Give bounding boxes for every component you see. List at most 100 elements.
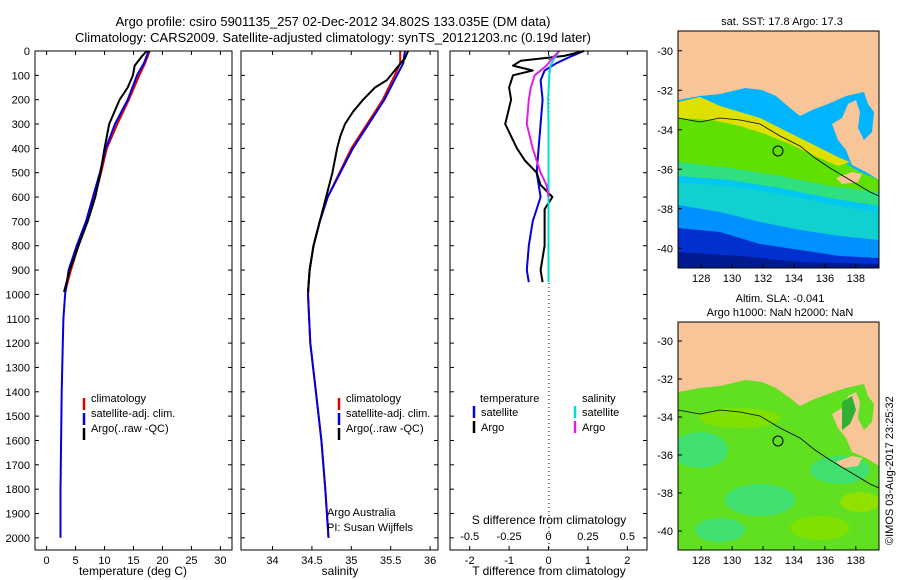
x-tick-label: 35.5 — [380, 555, 401, 567]
y-tick-label: 800 — [12, 241, 30, 253]
legend-title-salinity: salinity — [582, 393, 616, 405]
sla-patch-6 — [700, 408, 780, 428]
map-x-tick-label: 132 — [754, 555, 772, 567]
x-tick-label: 0 — [545, 555, 551, 567]
temperature-ticks: 0100200300400500600700800900100011001200… — [6, 46, 232, 567]
temperature-lines — [59, 50, 151, 538]
x-tick-label: 36 — [424, 555, 436, 567]
y-tick-label: 1400 — [6, 387, 30, 399]
difference-ticks: -2 -1 0 1 2 -0.5 -0.25 0 0.25 0.5 — [450, 50, 647, 567]
x-tick-label: -1 — [504, 555, 514, 567]
map-y-tick-label: -34 — [657, 125, 673, 137]
salinity-legend: climatology satellite-adj. clim. Argo(..… — [337, 393, 430, 440]
series-line-difference-2 — [547, 50, 560, 283]
sst-shelf-contour — [678, 117, 879, 197]
difference-panel: -2 -1 0 1 2 -0.5 -0.25 0 0.25 0.5 S difference fr… — [449, 50, 648, 578]
sst-band-lightgreen — [678, 162, 879, 206]
map-y-tick-label: -40 — [657, 526, 673, 538]
y-tick-label: 200 — [12, 95, 30, 107]
legend-label-t-argo: Argo — [481, 422, 504, 434]
series-line-temperature-1 — [59, 50, 150, 538]
sst-argo-marker — [772, 145, 784, 157]
x-tick-label: 1 — [585, 555, 591, 567]
salinity-ticks: 34 34.5 35 35.5 36 — [241, 50, 438, 567]
legend-label-satellite-adj: satellite-adj. clim. — [346, 408, 430, 420]
y-tick-label: 1000 — [6, 289, 30, 301]
map-x-tick-label: 128 — [692, 555, 710, 567]
map-x-tick-label: 130 — [723, 273, 741, 285]
sla-patch-7 — [840, 492, 879, 512]
x-tick-label: 0 — [44, 555, 50, 567]
credit-text: Argo Australia — [327, 507, 396, 519]
y-tick-label: 400 — [12, 143, 30, 155]
sst-map-field — [678, 31, 879, 268]
y-tick-label: 1500 — [6, 411, 30, 423]
map-y-tick-label: -34 — [657, 412, 673, 424]
sst-map-ticks: 128 130 132 134 136 138 -30 -32 -34 -36 -38 -40 — [657, 46, 865, 285]
map-x-tick-label: 138 — [847, 273, 865, 285]
pi-text: PI: Susan Wijffels — [327, 522, 413, 534]
figure-title-line1: Argo profile: csiro 5901135_257 02-Dec-2… — [116, 14, 551, 29]
map-y-tick-label: -30 — [657, 46, 673, 58]
salinity-panel: 34 34.5 35 35.5 36 salinity climatology sate… — [240, 50, 439, 578]
temperature-xlabel: temperature (deg C) — [79, 564, 187, 578]
map-x-tick-label: 136 — [816, 273, 834, 285]
y-tick-label: 1900 — [6, 508, 30, 520]
legend-label-t-satellite: satellite — [481, 407, 518, 419]
sla-patch-4 — [695, 518, 745, 542]
y-tick-label: 1200 — [6, 338, 30, 350]
y-tick-label: 100 — [12, 70, 30, 82]
map-y-tick-label: -36 — [657, 450, 673, 462]
map-y-tick-label: -38 — [657, 488, 673, 500]
sla-map-ticks: 128 130 132 134 136 138 -30 -32 -34 -36 -38 -40 — [657, 336, 865, 567]
sla-patch-1 — [678, 432, 728, 468]
sst-map-panel: sat. SST: 17.8 Argo: 17.3 128 130 132 134 13… — [657, 16, 880, 285]
series-line-temperature-2 — [63, 50, 148, 293]
sla-map-field — [678, 322, 879, 550]
y-tick-label: 1700 — [6, 460, 30, 472]
x-tick-label: 5 — [72, 555, 78, 567]
y-tick-label: 600 — [12, 192, 30, 204]
series-line-salinity-0 — [307, 51, 402, 538]
y-tick-label: 2000 — [6, 533, 30, 545]
legend-title-temperature: temperature — [480, 393, 539, 405]
y-tick-label: 0 — [24, 46, 30, 58]
series-line-salinity-2 — [307, 50, 410, 293]
map-y-tick-label: -38 — [657, 204, 673, 216]
x-top-tick-label: 0.25 — [577, 531, 598, 543]
sst-map-title: sat. SST: 17.8 Argo: 17.3 — [721, 16, 843, 28]
difference-xlabel: T difference from climatology — [472, 564, 626, 578]
sla-map-frame — [677, 321, 880, 551]
y-tick-label: 1600 — [6, 435, 30, 447]
x-top-tick-label: 0 — [545, 531, 551, 543]
sla-patch-3 — [810, 456, 870, 484]
sla-patch-2 — [725, 484, 795, 516]
series-line-salinity-1 — [307, 50, 406, 538]
map-x-tick-label: 136 — [816, 555, 834, 567]
map-x-tick-label: 134 — [785, 555, 803, 567]
map-x-tick-label: 134 — [785, 273, 803, 285]
x-top-tick-label: -0.25 — [497, 531, 522, 543]
series-line-difference-3 — [525, 50, 560, 198]
figure-title-line2: Climatology: CARS2009. Satellite-adjuste… — [75, 30, 591, 45]
map-x-tick-label: 128 — [692, 273, 710, 285]
y-tick-label: 500 — [12, 168, 30, 180]
sst-band-darkblue — [678, 252, 879, 268]
sla-patch-5 — [790, 516, 850, 540]
map-y-tick-label: -36 — [657, 164, 673, 176]
legend-label-s-satellite: satellite — [582, 407, 619, 419]
sla-map-subtitle: Argo h1000: NaN h2000: NaN — [707, 307, 854, 319]
legend-label-satellite-adj: satellite-adj. clim. — [91, 408, 175, 420]
sla-gulf-patch — [842, 396, 856, 430]
x-top-tick-label: 0.5 — [620, 531, 635, 543]
legend-label-climatology: climatology — [91, 393, 147, 405]
temperature-panel: 0100200300400500600700800900100011001200… — [6, 46, 233, 578]
legend-label-s-argo: Argo — [582, 422, 605, 434]
sla-land-australia — [678, 322, 879, 466]
x-tick-label: 34.5 — [301, 555, 322, 567]
salinity-xlabel: salinity — [322, 564, 359, 578]
y-tick-label: 1300 — [6, 362, 30, 374]
x-top-tick-label: -0.5 — [460, 531, 479, 543]
map-y-tick-label: -40 — [657, 243, 673, 255]
series-line-difference-0 — [525, 50, 585, 283]
